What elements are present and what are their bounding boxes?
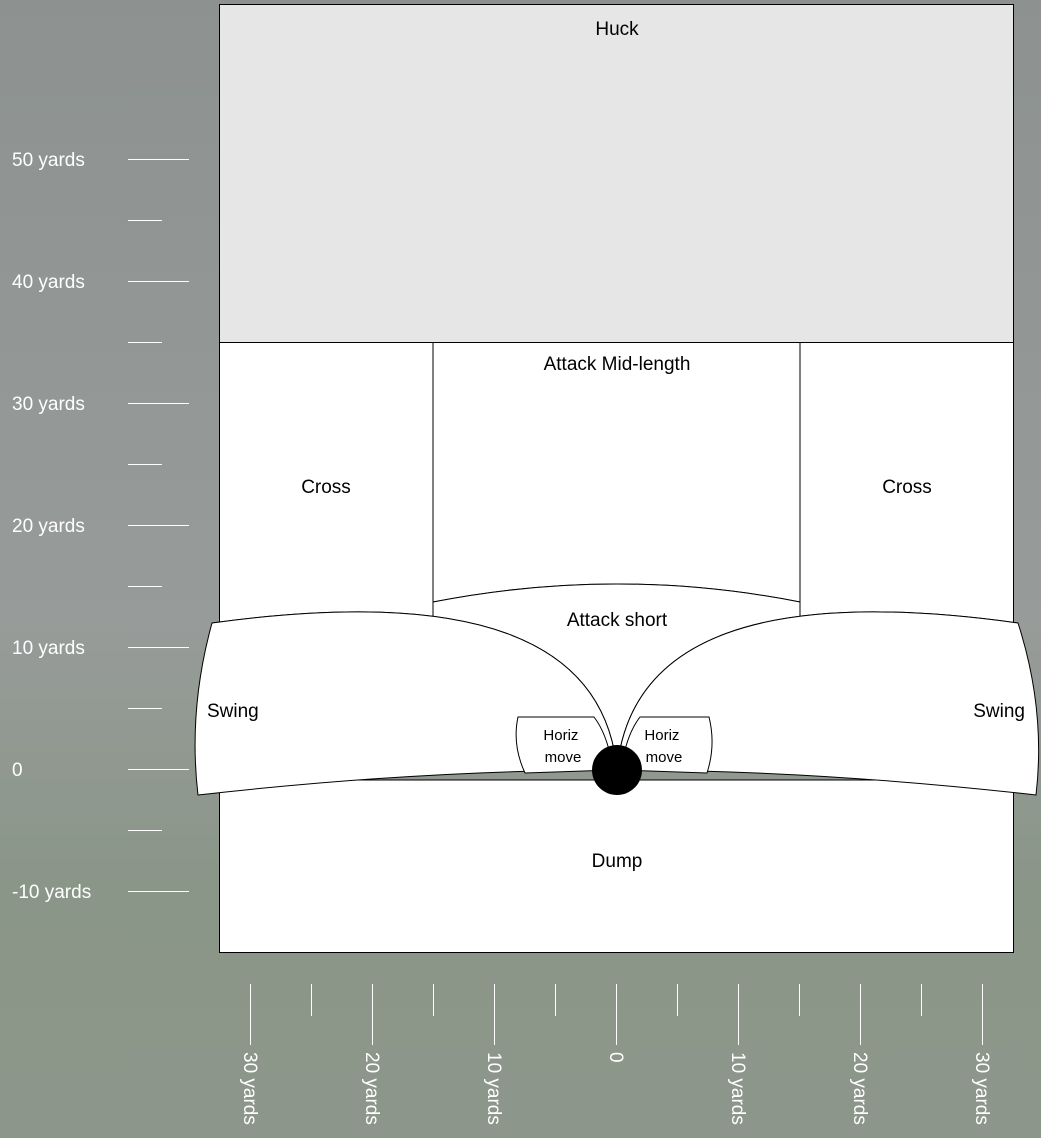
y-label-0: 0 [12, 760, 23, 781]
cross-right-zone [799, 342, 1014, 630]
x-label-right-10: 10 yards [727, 1052, 748, 1125]
swing-right-label: Swing [973, 701, 1025, 722]
swing-left-zone [194, 611, 618, 796]
cross-left-label: Cross [301, 477, 351, 498]
x-axis [250, 984, 983, 1045]
y-label-40: 40 yards [12, 272, 85, 293]
horiz-move-right-label: Horiz move [644, 727, 683, 766]
x-label-0: 0 [605, 1052, 626, 1063]
dump-zone [219, 779, 1014, 953]
attack-mid-label: Attack Mid-length [544, 354, 691, 375]
swing-right-zone [616, 611, 1040, 796]
cross-left-zone [219, 342, 434, 630]
huck-label: Huck [595, 19, 639, 40]
x-label-right-20: 20 yards [849, 1052, 870, 1125]
dump-label: Dump [592, 851, 643, 872]
y-label-minus-10: -10 yards [12, 882, 91, 903]
horiz-move-left-label: Horiz move [543, 727, 582, 766]
x-label-right-30: 30 yards [971, 1052, 992, 1125]
huck-zone [219, 4, 1014, 343]
y-label-20: 20 yards [12, 516, 85, 537]
x-label-left-10: 10 yards [483, 1052, 504, 1125]
thrower-disc [592, 745, 642, 795]
y-axis [128, 159, 189, 892]
attack-short-label: Attack short [567, 610, 668, 631]
x-label-left-30: 30 yards [239, 1052, 260, 1125]
horiz-move-right-zone [620, 716, 713, 774]
swing-left-label: Swing [207, 701, 259, 722]
y-label-50: 50 yards [12, 150, 85, 171]
cross-right-label: Cross [882, 477, 932, 498]
attack-mid-zone [432, 342, 801, 603]
x-label-left-20: 20 yards [361, 1052, 382, 1125]
y-label-30: 30 yards [12, 394, 85, 415]
y-label-10: 10 yards [12, 638, 85, 659]
